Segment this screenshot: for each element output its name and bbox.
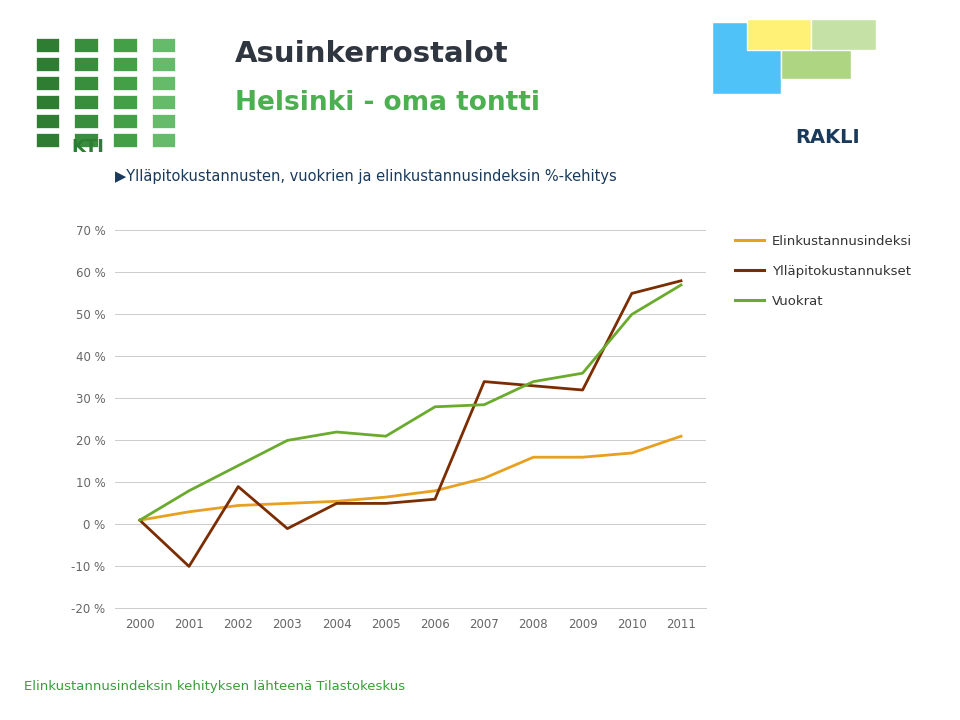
Bar: [113, 38, 136, 53]
Bar: [74, 38, 98, 53]
Bar: [113, 133, 136, 147]
Bar: [74, 76, 98, 90]
Bar: [152, 58, 175, 71]
Bar: [36, 58, 60, 71]
Bar: [74, 133, 98, 147]
Bar: [36, 133, 60, 147]
Bar: [36, 114, 60, 128]
Bar: [36, 76, 60, 90]
Bar: [36, 95, 60, 109]
Bar: [152, 114, 175, 128]
Bar: [152, 95, 175, 109]
Bar: [811, 19, 876, 50]
Text: Asuinkerrostalot: Asuinkerrostalot: [235, 40, 509, 68]
Text: KTI: KTI: [71, 138, 105, 156]
Legend: Elinkustannusindeksi, Ylläpitokustannukset, Vuokrat: Elinkustannusindeksi, Ylläpitokustannuks…: [730, 230, 918, 313]
Bar: [747, 19, 811, 50]
Bar: [74, 114, 98, 128]
Text: ▶Ylläpitokustannusten, vuokrien ja elinkustannusindeksin %-kehitys: ▶Ylläpitokustannusten, vuokrien ja elink…: [115, 169, 617, 184]
Text: RAKLI: RAKLI: [795, 128, 860, 147]
Bar: [36, 38, 60, 53]
Bar: [712, 22, 781, 94]
Bar: [74, 58, 98, 71]
Bar: [113, 58, 136, 71]
Text: Elinkustannusindeksin kehityksen lähteenä Tilastokeskus: Elinkustannusindeksin kehityksen lähteen…: [24, 680, 405, 693]
Bar: [781, 22, 851, 79]
Bar: [113, 95, 136, 109]
Bar: [113, 114, 136, 128]
Text: Helsinki - oma tontti: Helsinki - oma tontti: [235, 90, 540, 116]
Bar: [152, 133, 175, 147]
Bar: [113, 76, 136, 90]
Bar: [152, 38, 175, 53]
Bar: [152, 76, 175, 90]
Bar: [74, 95, 98, 109]
